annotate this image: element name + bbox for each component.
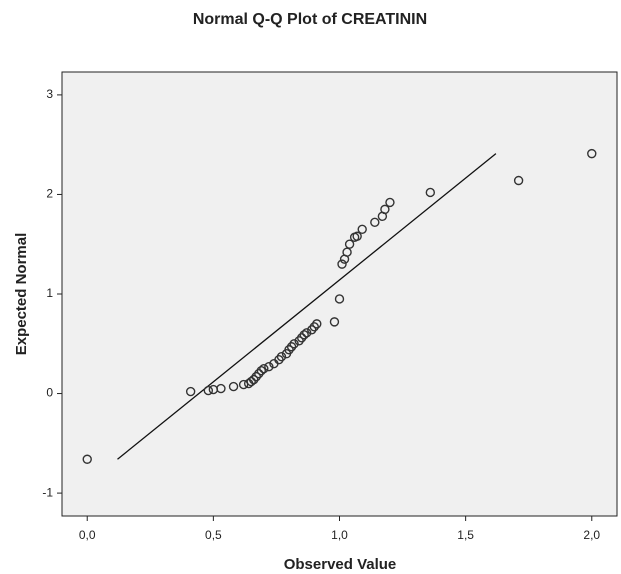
point	[216, 383, 226, 394]
point	[334, 294, 345, 304]
y-tick-label: 3	[46, 87, 53, 101]
point	[344, 239, 355, 249]
x-tick-label: 1,0	[331, 528, 348, 542]
point	[385, 197, 395, 208]
reference-line	[117, 153, 497, 460]
point	[259, 363, 269, 374]
point	[299, 330, 309, 340]
x-tick-label: 0,5	[205, 528, 222, 542]
x-tick-label: 0,0	[79, 528, 96, 542]
point	[203, 385, 214, 396]
point	[370, 217, 380, 228]
point	[425, 187, 436, 198]
point	[251, 371, 261, 382]
point	[284, 345, 294, 355]
point	[307, 325, 317, 335]
y-tick-label: 2	[46, 187, 53, 201]
point	[309, 322, 319, 332]
point	[274, 355, 284, 365]
point	[264, 361, 274, 372]
point	[312, 319, 322, 329]
x-tick-label: 2,0	[583, 528, 600, 542]
point	[286, 342, 297, 352]
point	[302, 328, 312, 338]
y-axis-label: Expected Normal	[13, 233, 30, 356]
y-tick-label: 0	[46, 386, 53, 400]
x-axis-label: Observed Value	[284, 556, 397, 573]
point	[296, 333, 307, 343]
point	[246, 376, 256, 387]
point	[329, 317, 340, 327]
point	[513, 175, 524, 186]
x-tick-label: 1,5	[457, 528, 474, 542]
point	[185, 386, 196, 397]
point	[276, 352, 287, 362]
point	[337, 259, 347, 269]
point	[228, 381, 239, 392]
point	[294, 336, 304, 346]
point	[380, 204, 390, 215]
y-tick-label: -1	[42, 485, 53, 499]
point	[256, 365, 266, 376]
point	[352, 231, 362, 241]
point	[289, 339, 299, 349]
y-tick-label: 1	[46, 286, 53, 300]
chart-title: Normal Q-Q Plot of CREATININ	[193, 11, 427, 28]
point	[357, 224, 367, 234]
plot-area	[61, 71, 618, 517]
point	[254, 368, 264, 379]
point	[82, 454, 92, 464]
point	[249, 374, 259, 385]
point	[587, 148, 597, 159]
